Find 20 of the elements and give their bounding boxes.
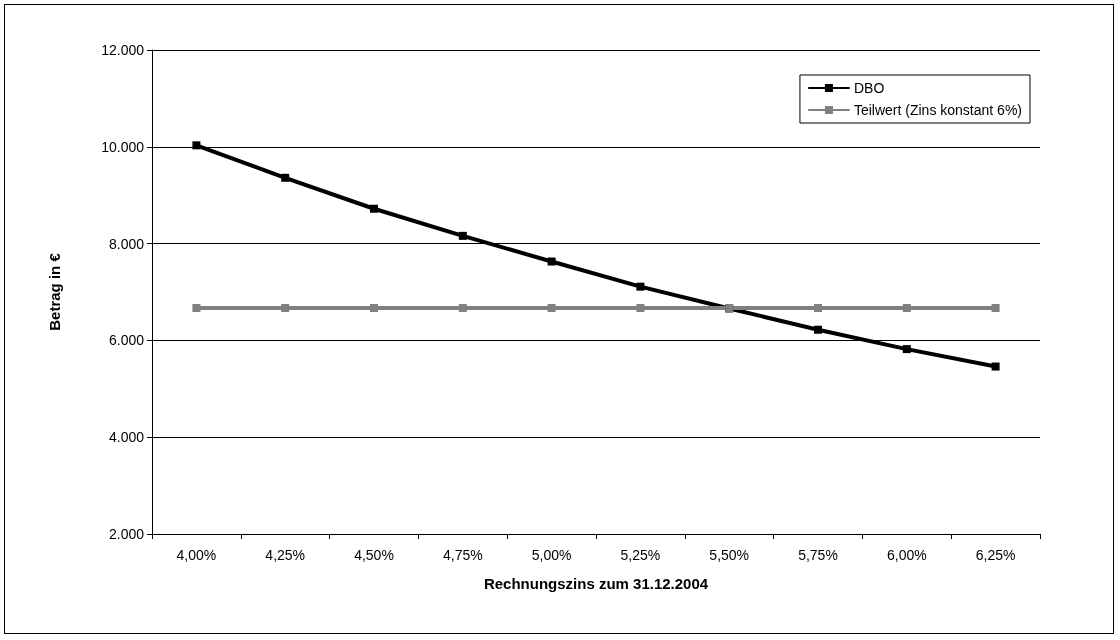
x-tick-label: 5,25% bbox=[620, 547, 661, 563]
y-tick-label: 2.000 bbox=[108, 526, 145, 542]
x-tick-label: 5,00% bbox=[531, 547, 572, 563]
x-tick-label: 5,50% bbox=[709, 547, 750, 563]
y-tick-label: 6.000 bbox=[108, 332, 145, 349]
legend-label: DBO bbox=[853, 80, 885, 96]
x-axis-title: Rechnungszins zum 31.12.2004 bbox=[483, 575, 709, 592]
y-tick-label: 10.000 bbox=[101, 138, 145, 155]
x-tick-label: 4,00% bbox=[176, 547, 217, 563]
x-tick-label: 6,00% bbox=[886, 547, 927, 563]
x-tick-label: 4,50% bbox=[354, 547, 394, 563]
y-axis-title: Betrag in € bbox=[46, 252, 63, 331]
y-tick-label: 4.000 bbox=[108, 429, 145, 446]
x-tick-label: 4,25% bbox=[265, 547, 306, 563]
legend-label: Teilwert (Zins konstant 6%) bbox=[853, 102, 1023, 118]
x-tick-label: 4,75% bbox=[442, 547, 483, 563]
y-tick-label: 12.000 bbox=[101, 42, 145, 58]
x-tick-label: 5,75% bbox=[798, 547, 838, 563]
y-tick-label: 8.000 bbox=[108, 235, 145, 252]
x-tick-label: 6,25% bbox=[975, 547, 1016, 563]
